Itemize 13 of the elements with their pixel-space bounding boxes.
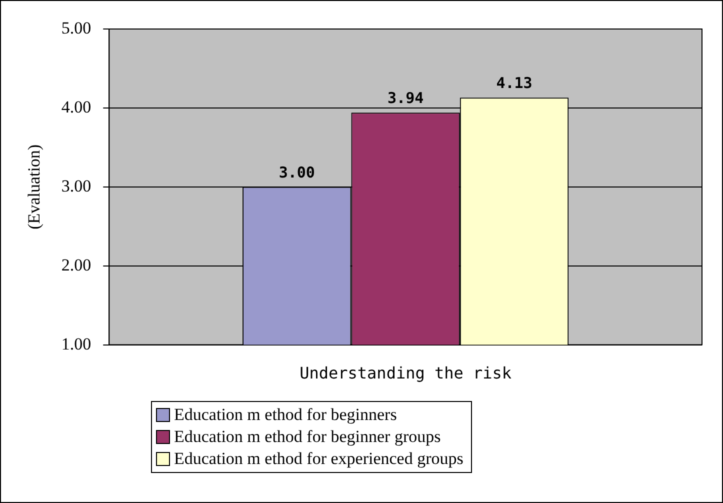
data-label: 3.94 — [388, 89, 424, 108]
y-tick-label: 1.00 — [61, 334, 92, 354]
y-tick-label: 3.00 — [61, 176, 92, 196]
y-tick-label: 5.00 — [61, 18, 92, 38]
y-tick-label: 2.00 — [61, 255, 92, 274]
legend-label: Education m ethod for beginner groups — [174, 426, 441, 448]
legend-label: Education m ethod for beginners — [174, 404, 397, 426]
legend-label: Education m ethod for experienced groups — [174, 448, 464, 470]
y-axis-title: (Evaluation) — [24, 144, 44, 230]
x-tick-label: Understanding the risk — [300, 364, 512, 383]
data-label: 3.00 — [278, 163, 315, 182]
y-tick-label: 4.00 — [61, 97, 92, 116]
data-label: 4.13 — [496, 74, 532, 92]
